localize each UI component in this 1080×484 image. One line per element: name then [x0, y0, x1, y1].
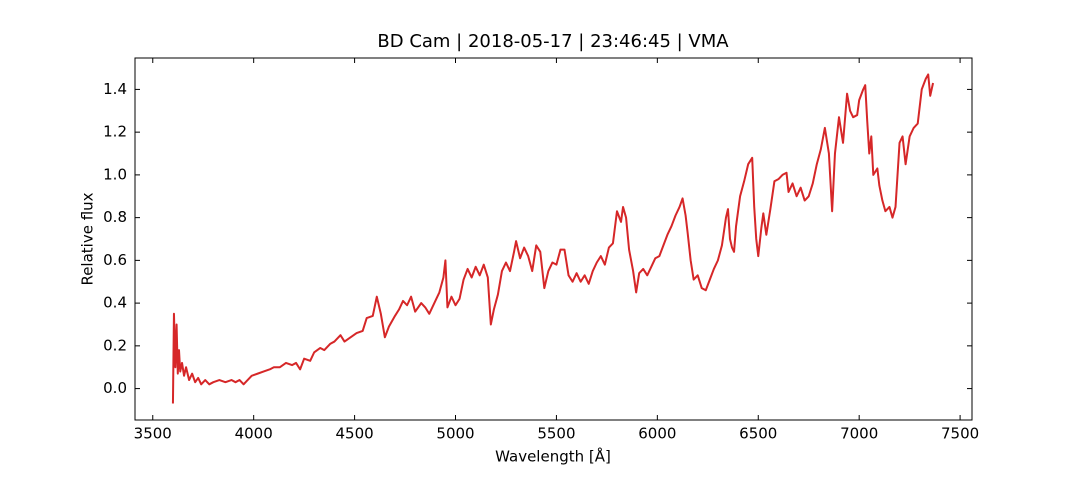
x-tick-label: 5000: [436, 425, 474, 443]
spectrum-line: [171, 73, 935, 404]
x-tick-label: 5500: [537, 425, 575, 443]
y-tick-label: 0.4: [103, 294, 127, 312]
x-axis-label: Wavelength [Å]: [495, 447, 611, 466]
x-tick-label: 6000: [638, 425, 676, 443]
y-tick-label: 1.0: [103, 165, 127, 183]
y-tick-label: 1.2: [103, 123, 127, 141]
chart-title: BD Cam | 2018-05-17 | 23:46:45 | VMA: [377, 31, 729, 52]
plot-frame: [134, 57, 973, 421]
y-tick-label: 0.2: [103, 336, 127, 354]
y-tick-label: 1.4: [103, 80, 127, 98]
y-axis-label: Relative flux: [79, 192, 97, 285]
x-tick-label: 4000: [235, 425, 273, 443]
y-tick-label: 0.6: [103, 251, 127, 269]
x-tick-label: 4500: [336, 425, 374, 443]
y-tick-label: 0.8: [103, 208, 127, 226]
x-tick-label: 7000: [840, 425, 878, 443]
x-tick-label: 7500: [941, 425, 979, 443]
y-tick-label: 0.0: [103, 379, 127, 397]
x-tick-label: 6500: [739, 425, 777, 443]
x-tick-label: 3500: [134, 425, 172, 443]
